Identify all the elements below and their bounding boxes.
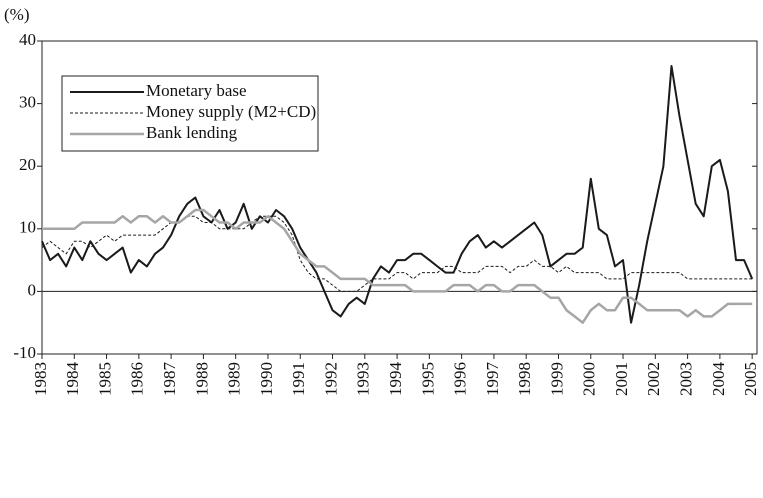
x-tick-label: 1986 xyxy=(128,362,147,396)
y-tick-label: 0 xyxy=(28,280,37,299)
series-line xyxy=(41,215,753,292)
x-tick-label: 1983 xyxy=(31,362,50,396)
x-tick-label: 2002 xyxy=(644,362,663,396)
legend-box xyxy=(61,75,319,152)
x-tick-label: 1995 xyxy=(418,362,437,396)
x-tick-label: 1993 xyxy=(354,362,373,396)
x-tick-label: 1989 xyxy=(225,362,244,396)
x-tick-label: 1990 xyxy=(257,362,276,396)
y-tick-label: 30 xyxy=(19,93,36,112)
y-tick-label: 40 xyxy=(19,30,36,49)
x-tick-label: 1998 xyxy=(515,362,534,396)
x-tick-label: 1996 xyxy=(451,362,470,396)
series-line xyxy=(41,65,754,324)
x-tick-label: 2001 xyxy=(612,362,631,396)
y-tick-label: -10 xyxy=(13,343,36,362)
y-tick-label: 20 xyxy=(19,155,36,174)
legend-label: Money supply (M2+CD) xyxy=(146,102,316,121)
plot-frame xyxy=(41,40,758,355)
x-tick-label: 2000 xyxy=(580,362,599,396)
x-tick-label: 2003 xyxy=(677,362,696,396)
x-tick-label: 1994 xyxy=(386,362,405,397)
x-tick-label: 2004 xyxy=(709,362,728,397)
x-tick-label: 1984 xyxy=(63,362,82,397)
legend-label: Bank lending xyxy=(146,123,238,142)
x-tick-label: 1992 xyxy=(321,362,340,396)
x-tick-label: 1987 xyxy=(160,362,179,397)
x-tick-label: 1988 xyxy=(192,362,211,396)
legend-label: Monetary base xyxy=(146,81,247,100)
x-tick-label: 1985 xyxy=(95,362,114,396)
series-line xyxy=(42,208,753,324)
x-tick-label: 1997 xyxy=(483,362,502,397)
y-unit-label: (%) xyxy=(4,5,29,24)
x-tick-label: 2005 xyxy=(741,362,760,396)
y-tick-label: 10 xyxy=(19,218,36,237)
x-tick-label: 1991 xyxy=(289,362,308,396)
x-tick-label: 1999 xyxy=(547,362,566,396)
